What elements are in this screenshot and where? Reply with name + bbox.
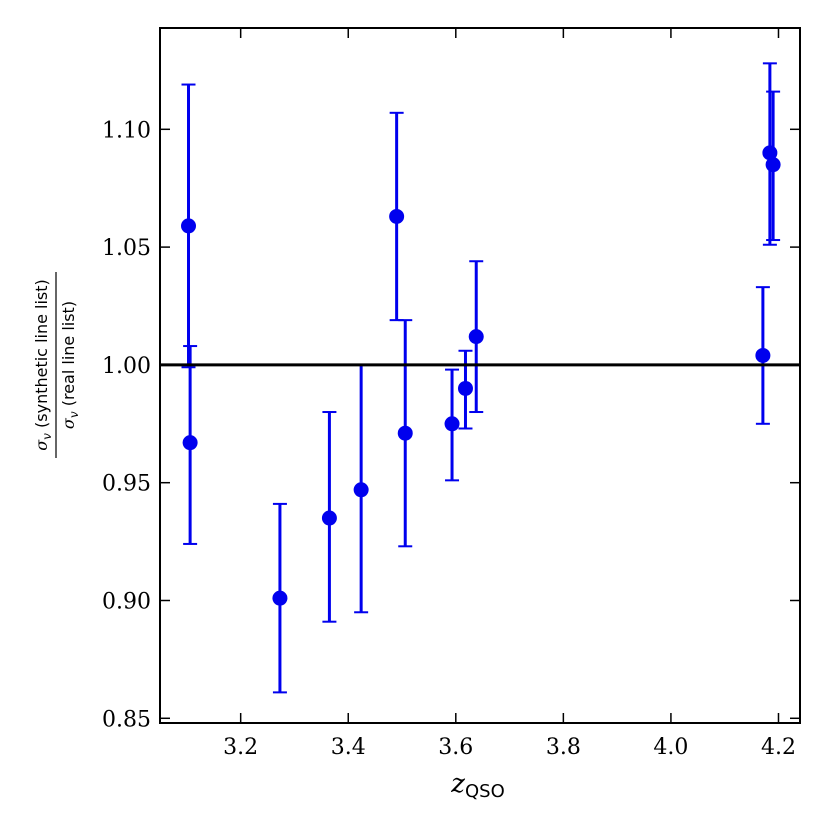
y-num-sub: v [40, 433, 54, 440]
data-point-group [457, 349, 473, 430]
data-point [182, 435, 198, 451]
data-point-group [181, 83, 197, 369]
y-tick-label: 0.85 [102, 707, 151, 732]
y-tick-label: 0.90 [102, 589, 151, 614]
data-point-group [353, 363, 369, 614]
x-tick-label: 4.2 [761, 735, 796, 760]
data-point [755, 347, 771, 363]
data-point-group [765, 90, 781, 242]
y-den-symbol: σ [59, 417, 78, 429]
data-point [457, 380, 473, 396]
y-den-text: (real line list) [59, 301, 78, 411]
axis-ticks: 3.2 3.4 3.6 3.8 4.0 4.2 0.85 0.90 0.95 1.00 1.05 1.… [102, 28, 800, 760]
y-axis-label: σv (synthetic line list) σv (real line l… [32, 272, 81, 458]
data-point-group [272, 502, 288, 694]
data-point [765, 157, 781, 173]
data-point [321, 510, 337, 526]
data-point-group [755, 286, 771, 425]
data-point-group [468, 260, 484, 414]
x-tick-label: 3.6 [438, 735, 473, 760]
y-num-text: (synthetic line list) [32, 279, 51, 433]
data-point [353, 482, 369, 498]
data-point [272, 590, 288, 606]
y-num-symbol: σ [32, 439, 51, 451]
data-point-group [389, 111, 405, 322]
y-den-sub: v [67, 411, 81, 418]
y-tick-label: 0.95 [102, 472, 151, 497]
data-point [468, 329, 484, 345]
x-label-base: z [450, 769, 465, 799]
x-tick-label: 4.0 [653, 735, 688, 760]
y-tick-label: 1.05 [102, 236, 151, 261]
plot-frame [159, 27, 801, 724]
x-label-sub: QSO [465, 781, 505, 802]
data-point [397, 425, 413, 441]
y-tick-label: 1.00 [102, 354, 151, 379]
x-tick-label: 3.2 [223, 735, 258, 760]
data-point [389, 208, 405, 224]
y-label-numerator: σv (synthetic line list) [32, 279, 54, 451]
data-layer [181, 62, 781, 694]
data-point-group [397, 319, 413, 548]
data-point-group [444, 368, 460, 482]
data-point-group [321, 411, 337, 623]
x-tick-label: 3.8 [546, 735, 581, 760]
y-tick-label: 1.10 [102, 118, 151, 143]
data-point-group [762, 62, 778, 246]
x-tick-label: 3.4 [331, 735, 366, 760]
data-point [444, 416, 460, 432]
data-point [181, 218, 197, 234]
data-point-group [182, 345, 198, 545]
x-axis-label: zQSO [450, 769, 504, 802]
y-label-denominator: σv (real line list) [59, 301, 81, 429]
